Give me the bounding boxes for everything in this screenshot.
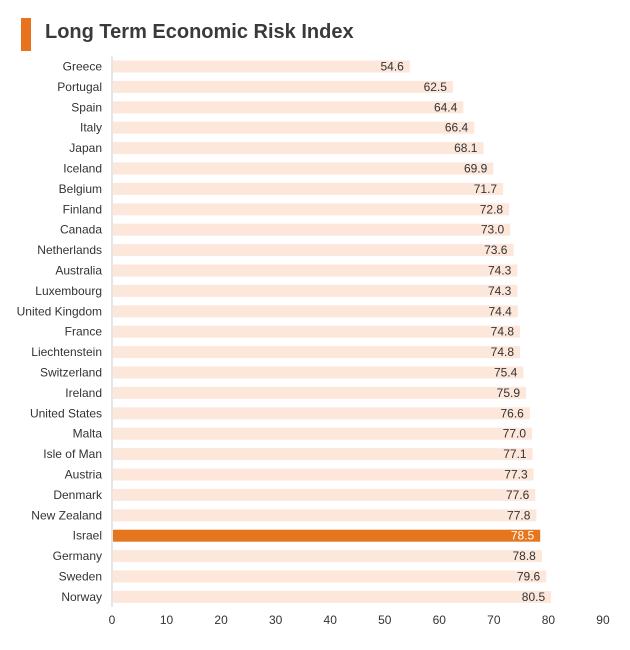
- category-label: Liechtenstein: [31, 345, 102, 359]
- bar: [113, 305, 518, 318]
- bar: [113, 448, 533, 461]
- bar: [113, 80, 453, 93]
- category-label: Germany: [53, 549, 102, 563]
- category-label: New Zealand: [31, 508, 102, 522]
- x-tick-label: 20: [214, 613, 228, 627]
- category-label: Denmark: [53, 488, 103, 502]
- value-label: 74.8: [491, 325, 515, 339]
- bar: [113, 366, 524, 379]
- x-tick-label: 0: [109, 613, 116, 627]
- value-label: 75.4: [494, 366, 518, 380]
- value-label: 78.5: [511, 529, 535, 543]
- bar: [113, 427, 533, 440]
- value-label: 77.0: [503, 427, 527, 441]
- value-label: 75.9: [497, 386, 521, 400]
- value-label: 76.6: [500, 406, 524, 420]
- value-label: 74.4: [488, 304, 512, 318]
- value-label: 78.8: [512, 549, 536, 563]
- value-label: 77.1: [503, 447, 527, 461]
- value-label: 77.3: [504, 468, 528, 482]
- value-label: 62.5: [424, 80, 448, 94]
- category-label: Greece: [63, 60, 103, 74]
- bar-highlight: [113, 529, 541, 542]
- category-label: Isle of Man: [43, 447, 102, 461]
- category-label: Luxembourg: [35, 284, 102, 298]
- bar: [113, 162, 494, 175]
- value-label: 80.5: [522, 590, 546, 604]
- category-label: Australia: [55, 264, 102, 278]
- category-label: Portugal: [57, 80, 102, 94]
- bar: [113, 142, 484, 155]
- category-label: United States: [30, 406, 102, 420]
- category-label: Belgium: [59, 182, 102, 196]
- category-label: Italy: [80, 121, 102, 135]
- value-label: 73.0: [481, 223, 505, 237]
- value-label: 66.4: [445, 121, 469, 135]
- value-label: 77.6: [506, 488, 530, 502]
- bar: [113, 121, 475, 134]
- bar: [113, 182, 504, 195]
- bar: [113, 101, 464, 114]
- value-label: 74.8: [491, 345, 515, 359]
- value-label: 79.6: [517, 570, 541, 584]
- chart-title: Long Term Economic Risk Index: [45, 21, 354, 43]
- x-tick-label: 30: [269, 613, 283, 627]
- bar: [113, 407, 530, 420]
- bar: [113, 346, 521, 359]
- bar: [113, 325, 521, 338]
- x-tick-label: 40: [324, 613, 338, 627]
- value-label: 72.8: [480, 202, 504, 216]
- category-label: Switzerland: [40, 366, 102, 380]
- value-label: 68.1: [454, 141, 478, 155]
- bar: [113, 244, 514, 257]
- bar: [113, 386, 527, 399]
- x-tick-label: 10: [160, 613, 174, 627]
- category-label: Finland: [63, 202, 102, 216]
- value-label: 54.6: [380, 60, 404, 74]
- x-tick-label: 80: [542, 613, 556, 627]
- bar: [113, 203, 510, 216]
- category-label: Iceland: [63, 162, 102, 176]
- bar: [113, 570, 547, 583]
- category-label: United Kingdom: [17, 304, 102, 318]
- category-label: Japan: [69, 141, 102, 155]
- category-label: Canada: [60, 223, 102, 237]
- bar: [113, 264, 518, 277]
- category-label: Ireland: [65, 386, 102, 400]
- x-tick-label: 50: [378, 613, 392, 627]
- value-label: 74.3: [488, 264, 512, 278]
- bar: [113, 590, 552, 603]
- value-label: 71.7: [474, 182, 498, 196]
- bar: [113, 488, 536, 501]
- bar: [113, 550, 542, 563]
- category-label: France: [65, 325, 103, 339]
- value-label: 77.8: [507, 508, 531, 522]
- category-label: Netherlands: [37, 243, 102, 257]
- bar: [113, 284, 518, 297]
- category-label: Israel: [73, 529, 102, 543]
- title-accent-bar: [21, 18, 31, 51]
- x-tick-label: 90: [596, 613, 610, 627]
- value-label: 74.3: [488, 284, 512, 298]
- category-label: Sweden: [59, 570, 102, 584]
- category-label: Austria: [65, 468, 103, 482]
- bar: [113, 223, 511, 236]
- value-label: 73.6: [484, 243, 508, 257]
- category-label: Norway: [61, 590, 102, 604]
- bar: [113, 468, 534, 481]
- x-tick-label: 70: [487, 613, 501, 627]
- bar: [113, 509, 537, 522]
- value-label: 64.4: [434, 100, 458, 114]
- value-label: 69.9: [464, 162, 488, 176]
- bar: [113, 60, 410, 73]
- x-tick-label: 60: [433, 613, 447, 627]
- category-label: Malta: [73, 427, 103, 441]
- category-label: Spain: [71, 100, 102, 114]
